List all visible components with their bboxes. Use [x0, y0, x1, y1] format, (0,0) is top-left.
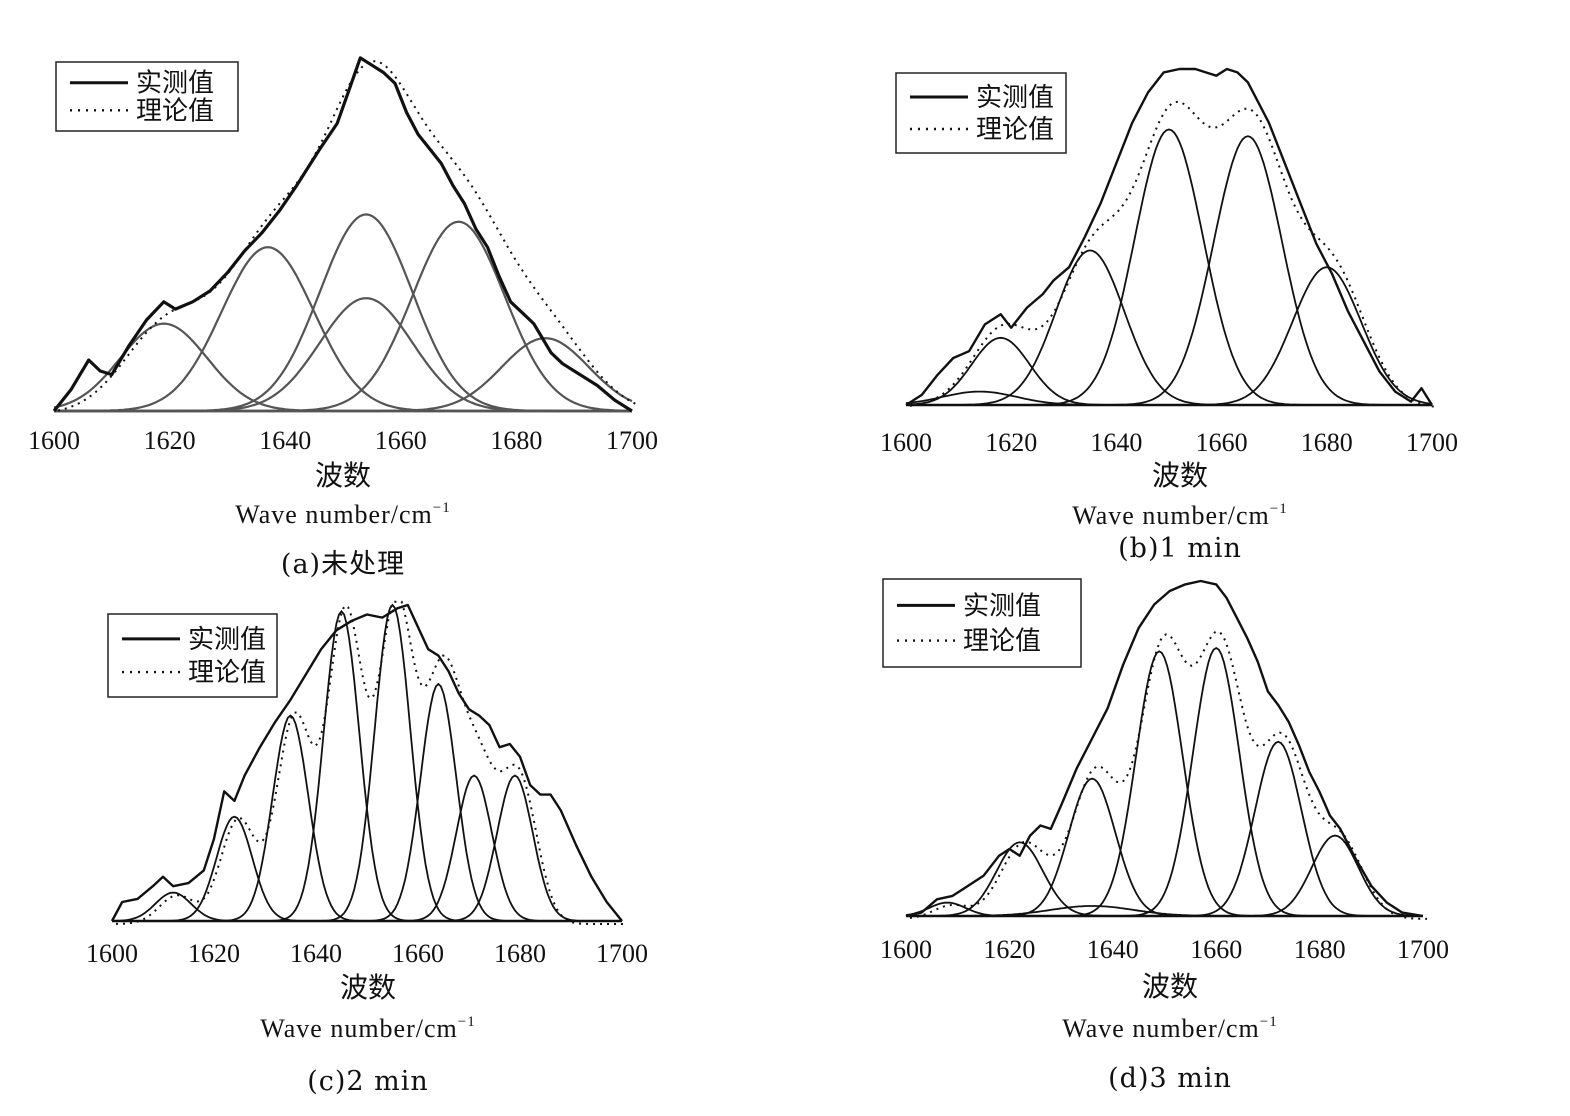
chart-panel-1: 1600 1620 1640 1660 1680 1700 波数 Wave number/cm… [880, 67, 1458, 564]
x-tick-label: 1600 [880, 428, 932, 457]
x-axis-label-en: Wave number/cm−1 [1072, 501, 1287, 530]
x-tick-label: 1640 [290, 939, 342, 968]
fitted-peak-5 [54, 337, 633, 413]
panel-caption: (d)3 min [1108, 1063, 1232, 1094]
x-tick-label: 1620 [985, 428, 1037, 457]
legend-label-theoretical: 理论值 [188, 658, 266, 688]
fitted-peak-5 [906, 740, 1423, 917]
x-tick-label: 1680 [1301, 428, 1353, 457]
x-axis-label-en: Wave number/cm−1 [1062, 1014, 1277, 1043]
fitted-peak-7 [906, 905, 1423, 917]
x-tick-label: 1660 [1190, 935, 1242, 964]
legend-label-measured: 实测值 [976, 83, 1054, 113]
fitted-peak-3 [906, 128, 1432, 406]
panel-caption: (b)1 min [1118, 533, 1242, 564]
x-tick-label: 1620 [983, 935, 1035, 964]
x-tick-label: 1700 [1397, 935, 1449, 964]
x-tick-label: 1700 [596, 939, 648, 968]
fitted-peak-4 [54, 220, 632, 413]
x-tick-label: 1660 [392, 939, 444, 968]
legend-label-theoretical: 理论值 [136, 96, 214, 126]
measured-curve [905, 579, 1424, 918]
legend-frame [882, 578, 1082, 668]
x-axis-label-cn: 波数 [1152, 459, 1208, 492]
fitted-peak-4 [906, 135, 1432, 406]
chart-panel-2: 1600 1620 1640 1660 1680 1700 波数 Wave number/cm… [86, 600, 648, 1097]
x-axis-label-en: Wave number/cm−1 [235, 500, 450, 529]
x-tick-label: 1640 [1087, 935, 1139, 964]
legend-frame [895, 72, 1067, 154]
measured-curve [52, 56, 633, 413]
x-axis-label-en: Wave number/cm−1 [260, 1014, 475, 1043]
x-tick-label: 1640 [1090, 428, 1142, 457]
x-tick-label: 1660 [375, 426, 427, 455]
x-tick-label: 1680 [1294, 935, 1346, 964]
legend-label-measured: 实测值 [963, 591, 1041, 621]
x-tick-label: 1660 [1196, 428, 1248, 457]
x-axis-label-cn: 波数 [1142, 970, 1198, 1003]
fitted-peak-1 [906, 841, 1423, 917]
panel-caption: (a)未处理 [281, 549, 405, 580]
theoretical-curve [116, 600, 626, 925]
measured-curve [110, 603, 623, 922]
fitted-peak-5 [906, 266, 1433, 406]
chart-panel-0: 1600 1620 1640 1660 1680 1700 波数 Wave number/cm… [28, 56, 658, 580]
chart-panel-3: 1600 1620 1640 1660 1680 1700 波数 Wave number/cm… [880, 578, 1449, 1094]
fitted-peak-2 [906, 249, 1432, 406]
legend-label-measured: 实测值 [188, 625, 266, 655]
x-axis-label-cn: 波数 [340, 971, 396, 1004]
x-tick-label: 1600 [28, 426, 80, 455]
panel-caption: (c)2 min [307, 1066, 429, 1097]
x-tick-label: 1680 [490, 426, 542, 455]
fitted-peak-3 [54, 297, 632, 413]
fitted-peak-7 [112, 774, 622, 922]
x-tick-label: 1680 [494, 939, 546, 968]
legend-label-measured: 实测值 [136, 69, 214, 99]
x-tick-label: 1640 [259, 426, 311, 455]
x-tick-label: 1600 [880, 935, 932, 964]
legend-label-theoretical: 理论值 [976, 115, 1054, 145]
measured-curve [905, 67, 1434, 407]
x-axis-label-cn: 波数 [315, 459, 371, 492]
x-tick-label: 1700 [606, 426, 658, 455]
x-tick-label: 1700 [1406, 428, 1458, 457]
fitted-peak-6 [112, 774, 622, 922]
x-tick-label: 1620 [144, 426, 196, 455]
legend-frame [55, 61, 239, 132]
x-tick-label: 1620 [188, 939, 240, 968]
legend-frame [107, 613, 278, 698]
fitted-peak-1 [112, 815, 622, 922]
x-tick-label: 1600 [86, 939, 138, 968]
legend-label-theoretical: 理论值 [963, 627, 1041, 657]
